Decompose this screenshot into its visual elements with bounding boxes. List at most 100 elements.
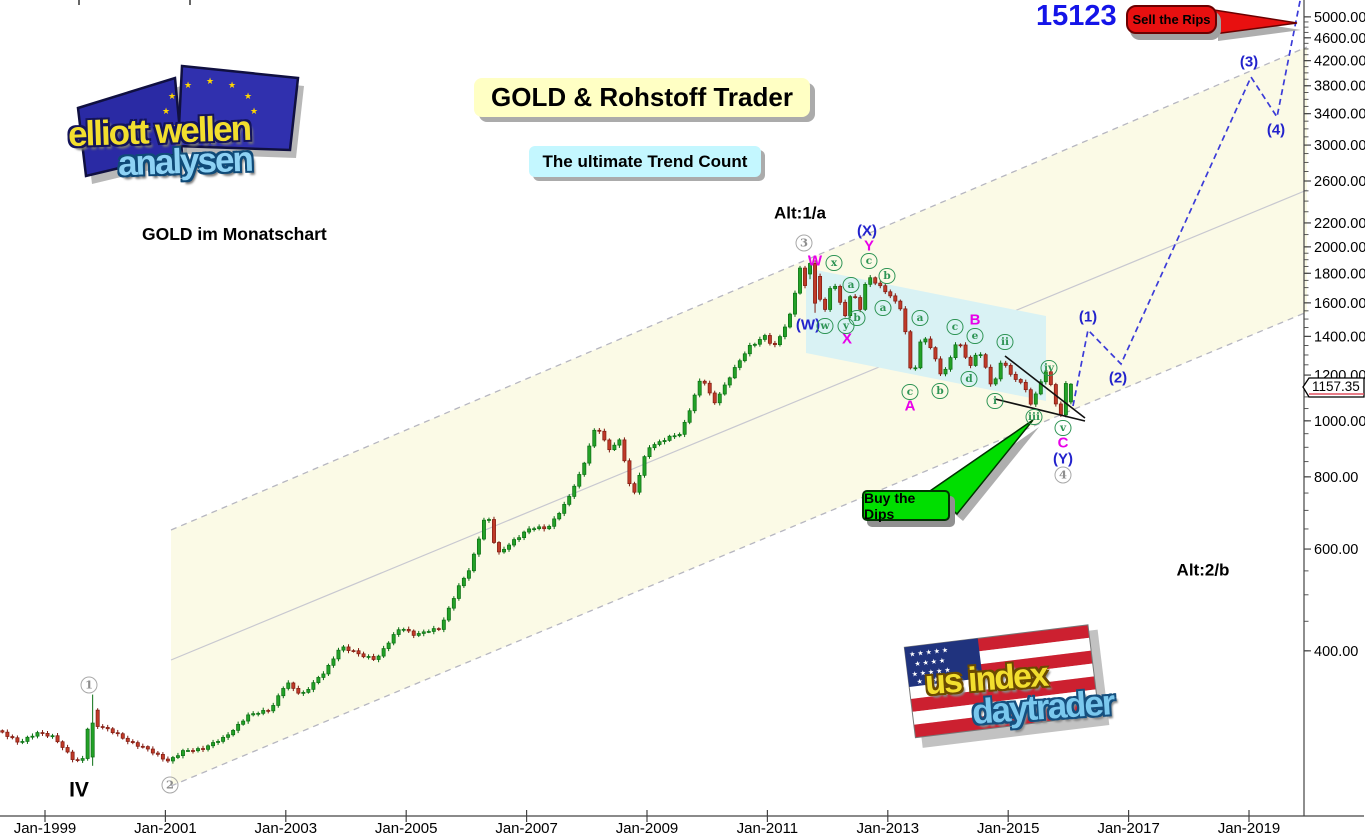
svg-text:★: ★ bbox=[168, 121, 176, 131]
y-axis-label: 2000.00 bbox=[1314, 240, 1365, 256]
wave-label-a: a bbox=[911, 310, 929, 326]
wave-label-3: (3) bbox=[1239, 53, 1259, 71]
wave-label-iii: iii bbox=[1025, 409, 1043, 425]
svg-text:★: ★ bbox=[244, 121, 252, 131]
wave-label-b: b bbox=[878, 268, 896, 284]
y-axis-label: 1400.00 bbox=[1314, 329, 1365, 345]
channel-lower-line bbox=[170, 311, 1308, 787]
eu-flag-logo: ★ ★ ★ ★ ★ ★ ★ ★ ★ ★ ★ ★ bbox=[76, 64, 304, 184]
chart-caption: GOLD im Monatschart bbox=[142, 224, 327, 244]
wave-label-e: e bbox=[966, 328, 984, 344]
wave-label-alt1a: Alt:1/a bbox=[774, 203, 826, 223]
wave-label-w: w bbox=[816, 318, 834, 334]
wave-label-a: a bbox=[842, 277, 860, 293]
svg-text:★: ★ bbox=[228, 132, 236, 142]
x-axis-label: Jan-2019 bbox=[1218, 820, 1281, 837]
wave-label-2: 2 bbox=[161, 776, 179, 794]
svg-text:★: ★ bbox=[184, 80, 192, 90]
wave-label-x: x bbox=[825, 255, 843, 271]
y-axis-label: 4600.00 bbox=[1314, 31, 1365, 47]
wave-label-c: c bbox=[901, 384, 919, 400]
wave-label-ii: ii bbox=[996, 334, 1014, 350]
x-axis-label: Jan-2009 bbox=[616, 820, 679, 837]
x-axis-label: Jan-2007 bbox=[495, 820, 558, 837]
y-axis-label: 600.00 bbox=[1314, 542, 1358, 558]
svg-text:★: ★ bbox=[162, 106, 170, 116]
y-axis-label: 1800.00 bbox=[1314, 266, 1365, 282]
big-number: 15123 bbox=[1036, 0, 1117, 32]
svg-text:★: ★ bbox=[244, 91, 252, 101]
y-axis-label: 800.00 bbox=[1314, 470, 1358, 486]
wave-label-b: B bbox=[969, 311, 981, 329]
y-axis-label: 3000.00 bbox=[1314, 138, 1365, 154]
wave-label-b: b bbox=[848, 310, 866, 326]
x-axis-label: Jan-2001 bbox=[134, 820, 197, 837]
eu-flag-left bbox=[76, 76, 184, 178]
x-axis-label: Jan-2003 bbox=[255, 820, 318, 837]
svg-text:1157.35: 1157.35 bbox=[1312, 379, 1360, 394]
wave-label-4: 4 bbox=[1054, 466, 1072, 484]
eu-stars: ★ ★ ★ ★ ★ ★ ★ ★ ★ ★ ★ ★ bbox=[162, 76, 258, 146]
svg-text:★: ★ bbox=[250, 106, 258, 116]
x-axis-label: Jan-2013 bbox=[857, 820, 920, 837]
us-flag-canton bbox=[904, 638, 983, 688]
wave-label-1: (1) bbox=[1078, 308, 1098, 326]
wave-label-w: (W) bbox=[795, 316, 821, 334]
wave-label-i: i bbox=[986, 393, 1004, 409]
title-banner: GOLD & Rohstoff Trader bbox=[474, 78, 810, 117]
channel-upper-line bbox=[170, 46, 1308, 531]
wave-label-1: 1 bbox=[80, 676, 98, 694]
eu-logo-text-2: analysen bbox=[117, 139, 253, 184]
wedge-line-2 bbox=[994, 398, 1086, 422]
current-price-tag: 1157.35 bbox=[1302, 377, 1365, 398]
wave-label-iv: IV bbox=[69, 778, 89, 802]
wave-label-iv: iv bbox=[1040, 360, 1058, 376]
subtitle-banner: The ultimate Trend Count bbox=[529, 146, 761, 177]
candlestick-series bbox=[0, 257, 1073, 766]
wedge-line-1 bbox=[1004, 355, 1086, 419]
wave-label-alt2b: Alt:2/b bbox=[1176, 560, 1230, 580]
svg-text:★ ★ ★ ★: ★ ★ ★ ★ bbox=[914, 657, 946, 669]
y-axis-label: 2200.00 bbox=[1314, 216, 1365, 232]
wave-label-v: v bbox=[1054, 420, 1072, 436]
sell-the-rips-callout: Sell the Rips bbox=[1126, 5, 1217, 34]
wave-projection-path bbox=[1072, 0, 1302, 407]
wave-label-c: c bbox=[946, 319, 964, 335]
wave-label-y: (Y) bbox=[1053, 450, 1073, 468]
wave-label-y: y bbox=[837, 318, 855, 334]
x-axis-label: Jan-1999 bbox=[14, 820, 77, 837]
y-axis-label: 400.00 bbox=[1314, 644, 1358, 660]
svg-text:★: ★ bbox=[206, 136, 214, 146]
svg-text:★: ★ bbox=[168, 91, 176, 101]
wave-label-c: c bbox=[860, 253, 878, 269]
svg-text:★: ★ bbox=[184, 132, 192, 142]
y-axis-label: 2600.00 bbox=[1314, 174, 1365, 190]
wave-label-3: 3 bbox=[795, 234, 813, 252]
y-axis-label: 4200.00 bbox=[1314, 54, 1365, 70]
svg-text:★: ★ bbox=[206, 76, 214, 86]
wave-label-a: a bbox=[874, 300, 892, 316]
eu-flag-right bbox=[176, 64, 300, 152]
y-axis-label: 1000.00 bbox=[1314, 414, 1365, 430]
y-axis-label: 1600.00 bbox=[1314, 296, 1365, 312]
y-axis-label: 3800.00 bbox=[1314, 79, 1365, 95]
x-axis-label: Jan-2005 bbox=[375, 820, 438, 837]
wave-label-y: Y bbox=[863, 237, 875, 255]
channel-median-line bbox=[170, 189, 1308, 661]
wave-label-4: (4) bbox=[1266, 121, 1286, 139]
y-axis-label: 3400.00 bbox=[1314, 107, 1365, 123]
x-axis-label: Jan-2017 bbox=[1097, 820, 1160, 837]
us-flag-logo: ★ ★ ★ ★ ★ ★ ★ ★ ★ ★ ★ ★ ★ ★ ★ ★ ★ ★ bbox=[903, 624, 1110, 748]
wave-label-c: C bbox=[1057, 434, 1069, 452]
wave-label-w: W bbox=[807, 252, 823, 270]
wave-label-2: (2) bbox=[1108, 369, 1128, 387]
wave-label-d: d bbox=[960, 371, 978, 387]
wave-label-x: (X) bbox=[857, 222, 877, 240]
wave-label-x: X bbox=[841, 330, 853, 348]
y-axis-label: 5000.00 bbox=[1314, 10, 1365, 26]
wave-label-b: b bbox=[931, 383, 949, 399]
x-axis-label: Jan-2011 bbox=[737, 820, 798, 837]
